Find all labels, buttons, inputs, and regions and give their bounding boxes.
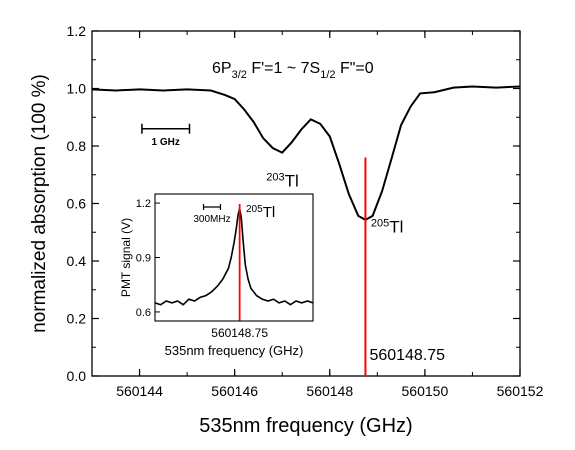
main-y-tick-label: 0.6	[67, 196, 87, 212]
peak-label-203tl-symbol: Tl	[285, 171, 299, 190]
main-x-tick-label: 560152	[497, 383, 544, 399]
annotation-part-3: F"=0	[336, 60, 374, 77]
main-x-tick-label: 560144	[116, 383, 163, 399]
main-y-tick-label: 1.0	[67, 81, 87, 97]
inset-peak-label-205tl: 205Tl	[246, 204, 275, 221]
inset-y-ticks: 0.6 0.9 1.2	[136, 198, 160, 319]
annotation-sub-2: 1/2	[320, 69, 335, 81]
inset-scale-bar-label: 300MHz	[193, 214, 230, 225]
inset-peak-label-symbol: Tl	[263, 204, 276, 221]
inset-y-tick-label: 0.9	[136, 253, 151, 265]
annotation-sub-1: 3/2	[232, 69, 247, 81]
main-y-tick-label: 0.8	[67, 138, 87, 154]
peak-labels: 203Tl 205Tl	[266, 171, 403, 236]
main-x-tick-label: 560146	[211, 383, 258, 399]
inset-background	[155, 194, 313, 321]
inset-y-tick-label: 1.2	[136, 198, 151, 210]
main-x-ticks: 560144 560146 560148 560150 560152	[91, 31, 544, 399]
peak-label-205tl-mass: 205	[371, 217, 389, 229]
peak-label-203tl: 203Tl	[266, 171, 299, 190]
main-y-tick-label: 0.0	[67, 368, 87, 384]
main-scale-bar: 1 GHz	[141, 123, 191, 148]
main-x-tick-label: 560150	[402, 383, 449, 399]
main-y-tick-label: 1.2	[67, 23, 87, 39]
pmt-signal-curve	[154, 208, 314, 306]
peak-label-203tl-mass: 203	[266, 171, 284, 183]
inset-plot-frame	[154, 193, 314, 322]
inset-marker-label: 560148.75	[211, 326, 268, 340]
main-x-axis-label: 535nm frequency (GHz)	[199, 415, 412, 437]
main-marker-label: 560148.75	[369, 347, 445, 364]
inset-y-tick-label: 0.6	[136, 307, 151, 319]
inset-x-axis-label: 535nm frequency (GHz)	[165, 343, 304, 358]
annotation-part-1: 6P	[212, 60, 232, 77]
main-y-axis-label: normalized absorption (100 %)	[29, 74, 50, 333]
inset-y-axis-label: PMT signal (V)	[119, 218, 133, 297]
main-scale-bar-label: 1 GHz	[152, 137, 180, 148]
peak-label-205tl-symbol: Tl	[389, 217, 403, 236]
main-y-tick-label: 0.4	[67, 253, 87, 269]
inset-scale-bar: 300MHz	[193, 204, 231, 225]
main-x-tick-label: 560148	[306, 383, 353, 399]
inset-peak-label-mass: 205	[246, 204, 263, 215]
absorption-curve	[91, 85, 521, 222]
main-y-tick-label: 0.2	[67, 311, 87, 327]
inset: 0.6 0.9 1.2 300MHz 205Tl PMT signal (V) 56…	[119, 193, 314, 358]
peak-label-205tl: 205Tl	[371, 217, 404, 236]
transition-annotation: 6P3/2 F'=1 ~ 7S1/2 F"=0	[212, 60, 374, 81]
annotation-part-2: F'=1 ~ 7S	[247, 60, 320, 77]
main-y-ticks: 0.0 0.2 0.4 0.6 0.8 1.0 1.2	[67, 23, 520, 384]
